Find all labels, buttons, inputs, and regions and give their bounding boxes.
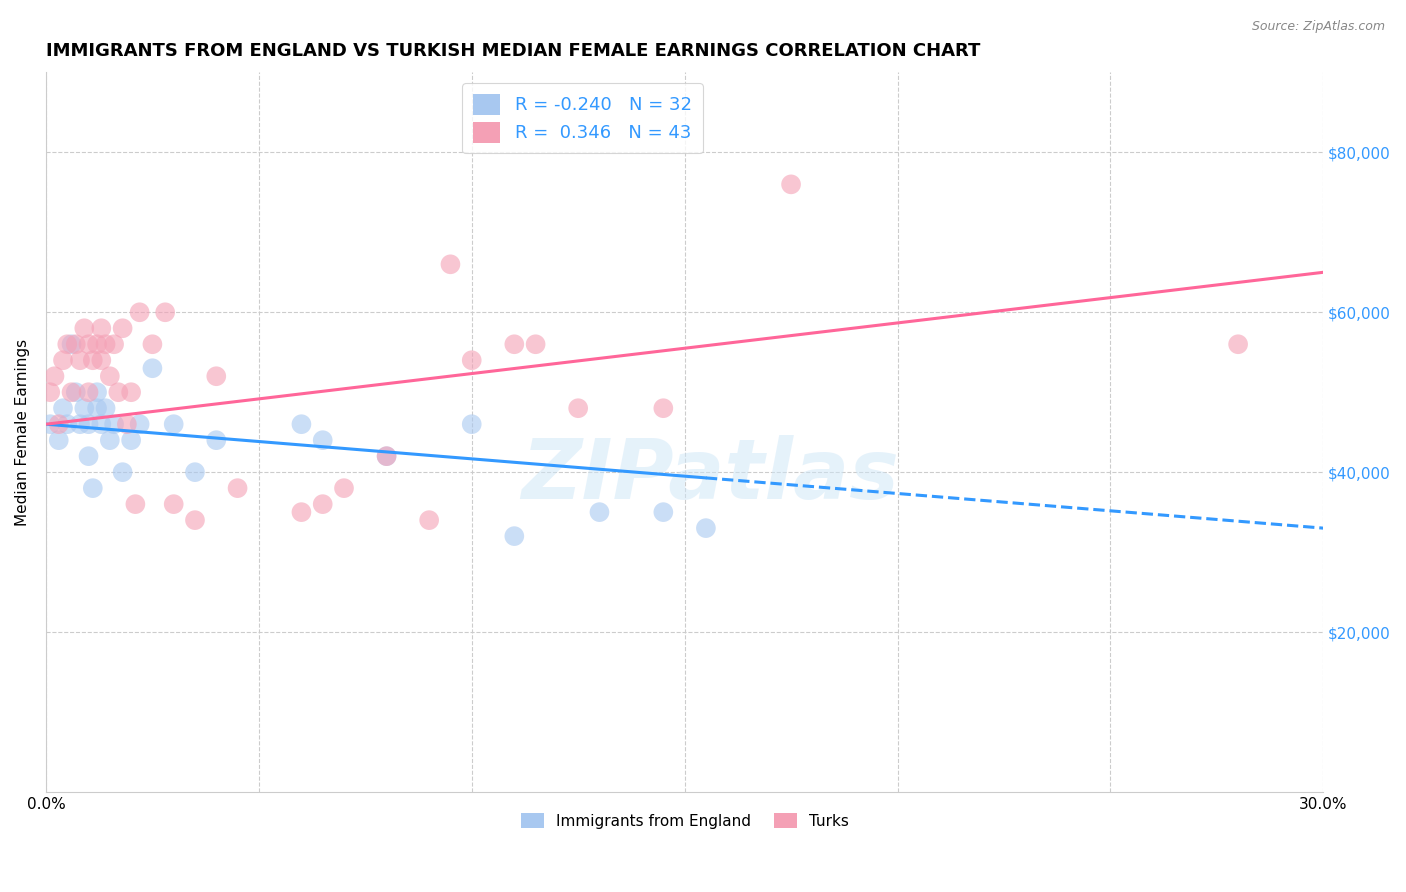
Point bbox=[652, 401, 675, 416]
Point bbox=[103, 337, 125, 351]
Point bbox=[153, 305, 176, 319]
Point bbox=[1227, 337, 1250, 351]
Point bbox=[39, 385, 62, 400]
Point bbox=[163, 497, 186, 511]
Point bbox=[107, 385, 129, 400]
Point bbox=[111, 465, 134, 479]
Y-axis label: Median Female Earnings: Median Female Earnings bbox=[15, 339, 30, 525]
Point bbox=[56, 337, 79, 351]
Point bbox=[86, 385, 108, 400]
Point bbox=[115, 417, 138, 432]
Point bbox=[524, 337, 547, 351]
Point bbox=[94, 401, 117, 416]
Point bbox=[48, 433, 70, 447]
Point bbox=[588, 505, 610, 519]
Point bbox=[90, 321, 112, 335]
Point bbox=[333, 481, 356, 495]
Text: IMMIGRANTS FROM ENGLAND VS TURKISH MEDIAN FEMALE EARNINGS CORRELATION CHART: IMMIGRANTS FROM ENGLAND VS TURKISH MEDIA… bbox=[46, 42, 980, 60]
Point bbox=[73, 401, 96, 416]
Point bbox=[65, 337, 87, 351]
Point bbox=[120, 433, 142, 447]
Point bbox=[77, 385, 100, 400]
Point bbox=[461, 353, 484, 368]
Point bbox=[120, 385, 142, 400]
Point bbox=[77, 337, 100, 351]
Point bbox=[128, 417, 150, 432]
Point bbox=[184, 513, 207, 527]
Point bbox=[141, 337, 163, 351]
Point bbox=[111, 321, 134, 335]
Point bbox=[503, 337, 526, 351]
Point bbox=[124, 497, 146, 511]
Point bbox=[163, 417, 186, 432]
Point bbox=[98, 369, 121, 384]
Point bbox=[56, 417, 79, 432]
Point bbox=[312, 433, 335, 447]
Point bbox=[65, 385, 87, 400]
Point bbox=[503, 529, 526, 543]
Point bbox=[98, 433, 121, 447]
Point bbox=[44, 369, 66, 384]
Point bbox=[290, 505, 312, 519]
Point bbox=[461, 417, 484, 432]
Text: ZIPatlas: ZIPatlas bbox=[522, 435, 898, 516]
Point bbox=[103, 417, 125, 432]
Point bbox=[695, 521, 717, 535]
Point bbox=[60, 385, 83, 400]
Point bbox=[312, 497, 335, 511]
Legend: Immigrants from England, Turks: Immigrants from England, Turks bbox=[515, 806, 855, 835]
Point bbox=[39, 417, 62, 432]
Point bbox=[141, 361, 163, 376]
Point bbox=[60, 337, 83, 351]
Point bbox=[652, 505, 675, 519]
Point bbox=[290, 417, 312, 432]
Text: Source: ZipAtlas.com: Source: ZipAtlas.com bbox=[1251, 20, 1385, 33]
Point bbox=[48, 417, 70, 432]
Point bbox=[90, 417, 112, 432]
Point bbox=[205, 433, 228, 447]
Point bbox=[90, 353, 112, 368]
Point bbox=[69, 417, 91, 432]
Point bbox=[375, 449, 398, 463]
Point bbox=[128, 305, 150, 319]
Point bbox=[82, 353, 104, 368]
Point bbox=[567, 401, 589, 416]
Point bbox=[780, 178, 803, 192]
Point bbox=[184, 465, 207, 479]
Point bbox=[94, 337, 117, 351]
Point bbox=[205, 369, 228, 384]
Point bbox=[86, 401, 108, 416]
Point bbox=[226, 481, 249, 495]
Point bbox=[77, 449, 100, 463]
Point bbox=[418, 513, 440, 527]
Point bbox=[439, 257, 461, 271]
Point bbox=[52, 353, 75, 368]
Point bbox=[52, 401, 75, 416]
Point bbox=[86, 337, 108, 351]
Point bbox=[82, 481, 104, 495]
Point bbox=[375, 449, 398, 463]
Point bbox=[69, 353, 91, 368]
Point bbox=[77, 417, 100, 432]
Point bbox=[73, 321, 96, 335]
